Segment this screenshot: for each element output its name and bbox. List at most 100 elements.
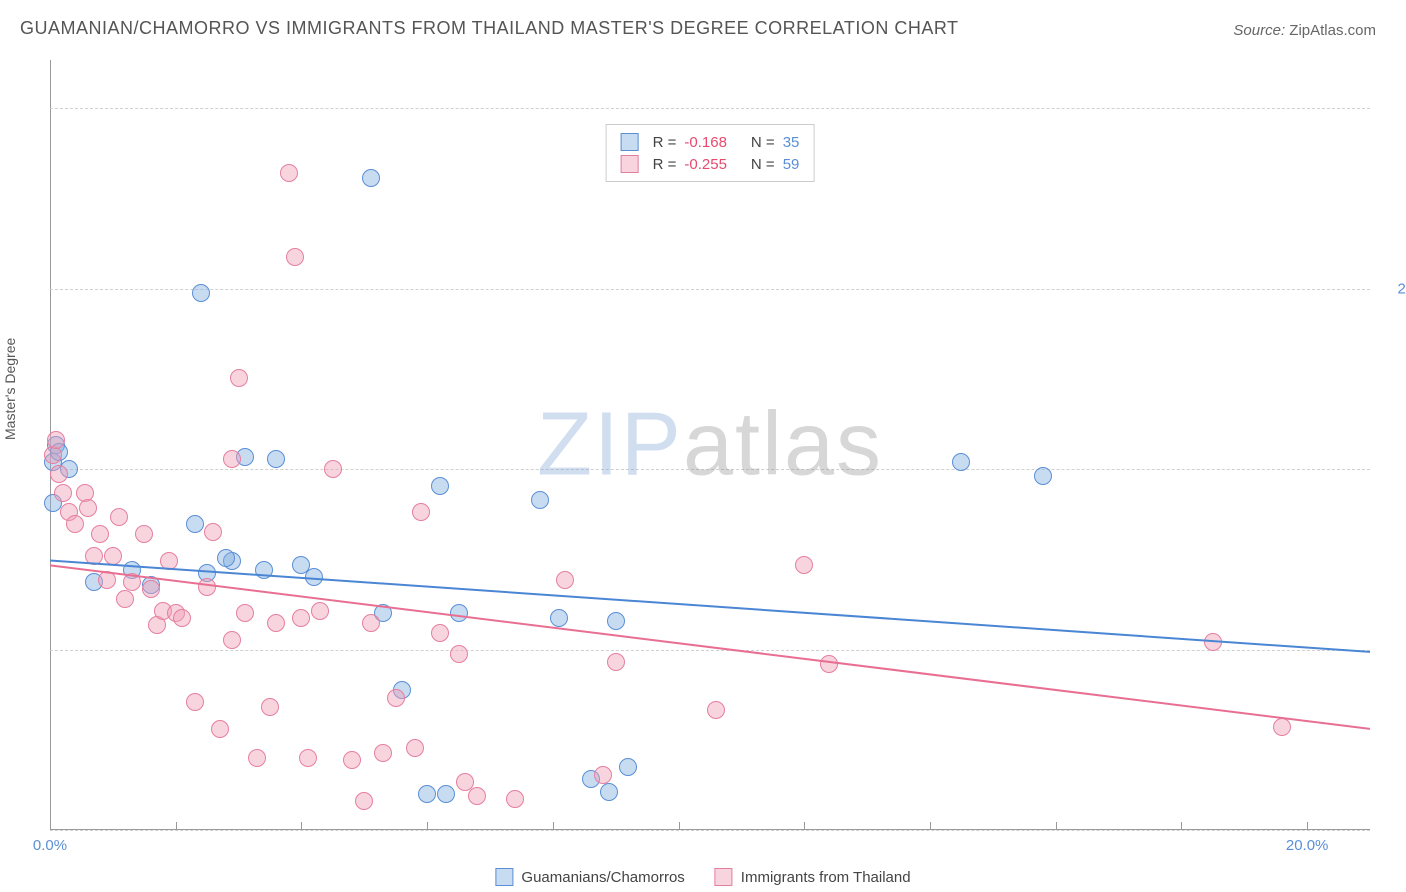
correlation-legend: R = -0.168 N = 35R = -0.255 N = 59 (606, 124, 815, 182)
gridline (50, 650, 1370, 651)
x-tick (176, 822, 177, 830)
data-point-thai (230, 369, 248, 387)
data-point-thai (311, 602, 329, 620)
legend-swatch-guam (621, 133, 639, 151)
gridline (50, 108, 1370, 109)
data-point-thai (85, 547, 103, 565)
data-point-thai (79, 499, 97, 517)
data-point-thai (556, 571, 574, 589)
data-point-thai (47, 431, 65, 449)
data-point-thai (54, 484, 72, 502)
x-tick (930, 822, 931, 830)
data-point-thai (104, 547, 122, 565)
data-point-thai (211, 720, 229, 738)
data-point-guam (362, 169, 380, 187)
data-point-guam (255, 561, 273, 579)
data-point-thai (1273, 718, 1291, 736)
x-tick-label: 20.0% (1286, 837, 1329, 854)
r-value-guam: -0.168 (684, 134, 727, 151)
data-point-guam (192, 284, 210, 302)
data-point-thai (223, 450, 241, 468)
legend-swatch-thai (715, 868, 733, 886)
legend-swatch-guam (495, 868, 513, 886)
data-point-thai (412, 503, 430, 521)
n-value-thai: 59 (783, 156, 800, 173)
data-point-thai (387, 689, 405, 707)
data-point-thai (374, 744, 392, 762)
x-tick (1307, 822, 1308, 830)
data-point-guam (607, 612, 625, 630)
data-point-guam (217, 549, 235, 567)
data-point-thai (324, 460, 342, 478)
data-point-thai (123, 573, 141, 591)
x-tick (804, 822, 805, 830)
data-point-thai (362, 614, 380, 632)
data-point-thai (1204, 633, 1222, 651)
data-point-thai (707, 701, 725, 719)
x-tick (427, 822, 428, 830)
data-point-thai (160, 552, 178, 570)
data-point-thai (186, 693, 204, 711)
gridline (50, 289, 1370, 290)
r-label: R = (653, 134, 677, 151)
legend-stat-row-thai: R = -0.255N = 59 (621, 153, 800, 175)
data-point-thai (406, 739, 424, 757)
data-point-thai (248, 749, 266, 767)
scatter-chart: ZIPatlas 7.5%22.5%0.0%20.0% R = -0.168N … (50, 60, 1370, 830)
data-point-thai (223, 631, 241, 649)
data-point-guam (267, 450, 285, 468)
source-label: Source: (1233, 22, 1285, 39)
data-point-thai (299, 749, 317, 767)
data-point-thai (292, 609, 310, 627)
data-point-thai (198, 578, 216, 596)
data-point-thai (204, 523, 222, 541)
data-point-thai (173, 609, 191, 627)
data-point-guam (619, 758, 637, 776)
y-tick-label: 22.5% (1380, 280, 1406, 297)
data-point-thai (506, 790, 524, 808)
data-point-guam (1034, 467, 1052, 485)
data-point-guam (952, 453, 970, 471)
data-point-thai (343, 751, 361, 769)
gridline (50, 469, 1370, 470)
n-label: N = (751, 156, 775, 173)
x-tick (1056, 822, 1057, 830)
data-point-thai (820, 655, 838, 673)
data-point-thai (91, 525, 109, 543)
x-tick (553, 822, 554, 830)
source-value: ZipAtlas.com (1289, 22, 1376, 39)
data-point-thai (110, 508, 128, 526)
y-tick-label: 7.5% (1380, 641, 1406, 658)
x-tick (301, 822, 302, 830)
data-point-thai (236, 604, 254, 622)
legend-stat-row-guam: R = -0.168 N = 35 (621, 131, 800, 153)
data-point-thai (142, 580, 160, 598)
data-point-thai (450, 645, 468, 663)
n-value-guam: 35 (783, 134, 800, 151)
data-point-guam (437, 785, 455, 803)
y-axis-label: Master's Degree (2, 338, 18, 440)
data-point-thai (795, 556, 813, 574)
gridline (50, 830, 1370, 831)
data-point-guam (418, 785, 436, 803)
legend-entry-guam: Guamanians/Chamorros (495, 868, 684, 886)
data-point-guam (431, 477, 449, 495)
n-label: N = (751, 134, 775, 151)
data-point-thai (98, 571, 116, 589)
data-point-thai (594, 766, 612, 784)
data-point-thai (431, 624, 449, 642)
legend-label-thai: Immigrants from Thailand (741, 869, 911, 886)
chart-title: GUAMANIAN/CHAMORRO VS IMMIGRANTS FROM TH… (20, 18, 959, 39)
legend-label-guam: Guamanians/Chamorros (521, 869, 684, 886)
r-value-thai: -0.255 (684, 156, 727, 173)
x-tick (1181, 822, 1182, 830)
data-point-thai (116, 590, 134, 608)
x-tick-label: 0.0% (33, 837, 67, 854)
data-point-guam (600, 783, 618, 801)
data-point-thai (267, 614, 285, 632)
data-point-guam (305, 568, 323, 586)
data-point-guam (186, 515, 204, 533)
legend-entry-thai: Immigrants from Thailand (715, 868, 911, 886)
legend-swatch-thai (621, 155, 639, 173)
data-point-thai (261, 698, 279, 716)
